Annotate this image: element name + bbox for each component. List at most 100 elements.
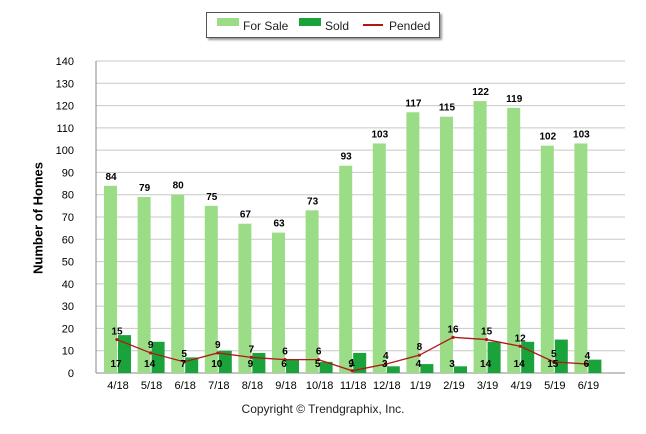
point-pended: [216, 351, 220, 355]
data-label-pended: 6: [282, 347, 288, 358]
bar-sold: [386, 366, 400, 373]
data-label-for-sale: 75: [206, 192, 218, 203]
bar-for-sale: [272, 232, 285, 373]
y-tick-label: 80: [62, 190, 74, 202]
data-label-sold: 3: [449, 359, 455, 370]
data-label-for-sale: 103: [573, 129, 590, 140]
point-pended: [585, 362, 590, 366]
x-tick-label: 10/18: [306, 380, 334, 392]
data-label-sold: 7: [180, 359, 186, 370]
y-tick-label: 70: [62, 212, 74, 224]
data-label-sold: 15: [547, 359, 559, 370]
data-label-for-sale: 84: [105, 172, 117, 183]
x-tick-label: 12/18: [373, 380, 401, 392]
data-label-for-sale: 80: [173, 181, 185, 192]
x-tick-label: 8/18: [242, 380, 263, 392]
x-tick-label: 11/18: [340, 380, 367, 392]
point-pended: [552, 360, 556, 364]
data-label-for-sale: 103: [371, 129, 388, 140]
x-tick-label: 5/18: [141, 380, 162, 392]
bar-for-sale: [104, 185, 117, 373]
data-label-for-sale: 63: [273, 219, 285, 230]
bar-sold: [420, 364, 434, 373]
bar-sold: [252, 352, 266, 373]
bar-sold: [286, 359, 299, 373]
line-layer: [115, 335, 590, 373]
data-label-sold: 4: [416, 359, 422, 370]
legend-swatch-pended: [363, 24, 383, 26]
bar-for-sale: [305, 210, 319, 373]
y-tick-label: 0: [68, 368, 74, 380]
data-label-sold: 5: [315, 359, 321, 370]
point-pended: [283, 358, 287, 362]
x-tick-label: 6/19: [578, 380, 599, 392]
data-label-pended: 8: [417, 342, 423, 353]
x-tick-label: 1/19: [410, 380, 431, 392]
bar-sold: [319, 361, 333, 373]
bar-sold: [118, 335, 131, 373]
bar-sold: [554, 339, 568, 373]
x-tick-label: 7/18: [208, 380, 229, 392]
bar-layer: [104, 101, 602, 374]
y-tick-label: 120: [56, 101, 74, 113]
label-layer: 8417791480775106796367359391033117411531…: [105, 87, 590, 370]
data-label-for-sale: 119: [506, 94, 523, 105]
bar-for-sale: [406, 112, 420, 373]
legend-swatch-sold: [299, 18, 321, 26]
data-label-sold: 10: [211, 359, 223, 370]
data-label-sold: 14: [480, 359, 492, 370]
y-tick-label: 10: [62, 346, 74, 358]
data-label-pended: 7: [249, 344, 255, 355]
point-pended: [350, 369, 354, 373]
x-tick-label: 9/18: [275, 380, 296, 392]
data-label-pended: 15: [111, 327, 123, 338]
copyright-footer: Copyright © Trendgraphix, Inc.: [241, 402, 405, 416]
data-label-pended: 15: [481, 327, 493, 338]
data-label-for-sale: 73: [307, 196, 319, 207]
bar-for-sale: [507, 107, 521, 374]
y-tick-label: 60: [62, 234, 74, 246]
data-label-sold: 6: [281, 359, 287, 370]
bar-for-sale: [171, 194, 185, 373]
x-tick-label: 2/19: [443, 380, 464, 392]
point-pended: [451, 335, 455, 339]
y-tick-label: 40: [62, 279, 74, 291]
point-pended: [182, 360, 186, 364]
data-label-pended: 16: [447, 324, 459, 335]
data-label-pended: 5: [551, 349, 557, 360]
data-label-pended: 12: [515, 333, 527, 344]
x-tick-label: 6/18: [174, 380, 195, 392]
data-label-sold: 9: [248, 359, 254, 370]
legend-label-pended: Pended: [389, 19, 431, 33]
bar-for-sale: [238, 223, 252, 373]
data-label-sold: 3: [382, 359, 388, 370]
data-label-sold: 17: [110, 359, 122, 370]
data-label-for-sale: 67: [240, 210, 252, 221]
data-label-for-sale: 93: [341, 152, 353, 163]
y-tick-label: 130: [56, 78, 74, 90]
y-tick-label: 100: [56, 145, 74, 157]
x-tick-label: 4/18: [107, 380, 128, 392]
data-label-pended: 5: [181, 349, 187, 360]
data-label-pended: 9: [148, 340, 154, 351]
data-label-pended: 4: [585, 351, 591, 362]
legend-label-sold: Sold: [325, 19, 350, 33]
bar-for-sale: [204, 205, 218, 373]
bar-sold: [218, 350, 232, 373]
legend: For Sale Sold Pended: [206, 12, 440, 38]
point-pended: [249, 355, 253, 359]
bar-sold: [521, 341, 535, 373]
point-pended: [485, 337, 489, 342]
bar-for-sale: [574, 143, 588, 373]
data-label-pended: 1: [349, 358, 355, 369]
y-axis-label: Number of Homes: [30, 162, 46, 274]
data-label-pended: 4: [383, 351, 389, 362]
point-pended: [518, 344, 522, 348]
bar-for-sale: [440, 116, 453, 373]
data-label-for-sale: 115: [439, 103, 456, 114]
point-pended: [384, 362, 388, 366]
y-tick-label: 50: [62, 257, 74, 269]
bar-sold: [588, 359, 602, 373]
